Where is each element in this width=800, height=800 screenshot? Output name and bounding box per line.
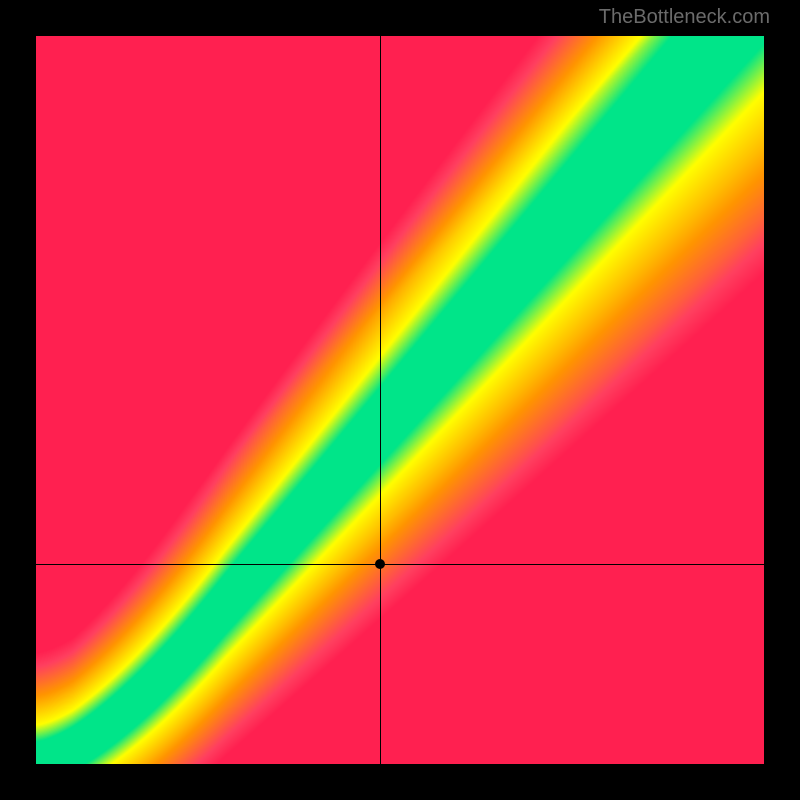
watermark-text: TheBottleneck.com	[599, 6, 770, 29]
crosshair-vertical	[380, 36, 381, 764]
crosshair-marker	[375, 559, 385, 569]
heatmap-canvas	[36, 36, 764, 764]
crosshair-horizontal	[36, 564, 764, 565]
bottleneck-heatmap	[36, 36, 764, 764]
